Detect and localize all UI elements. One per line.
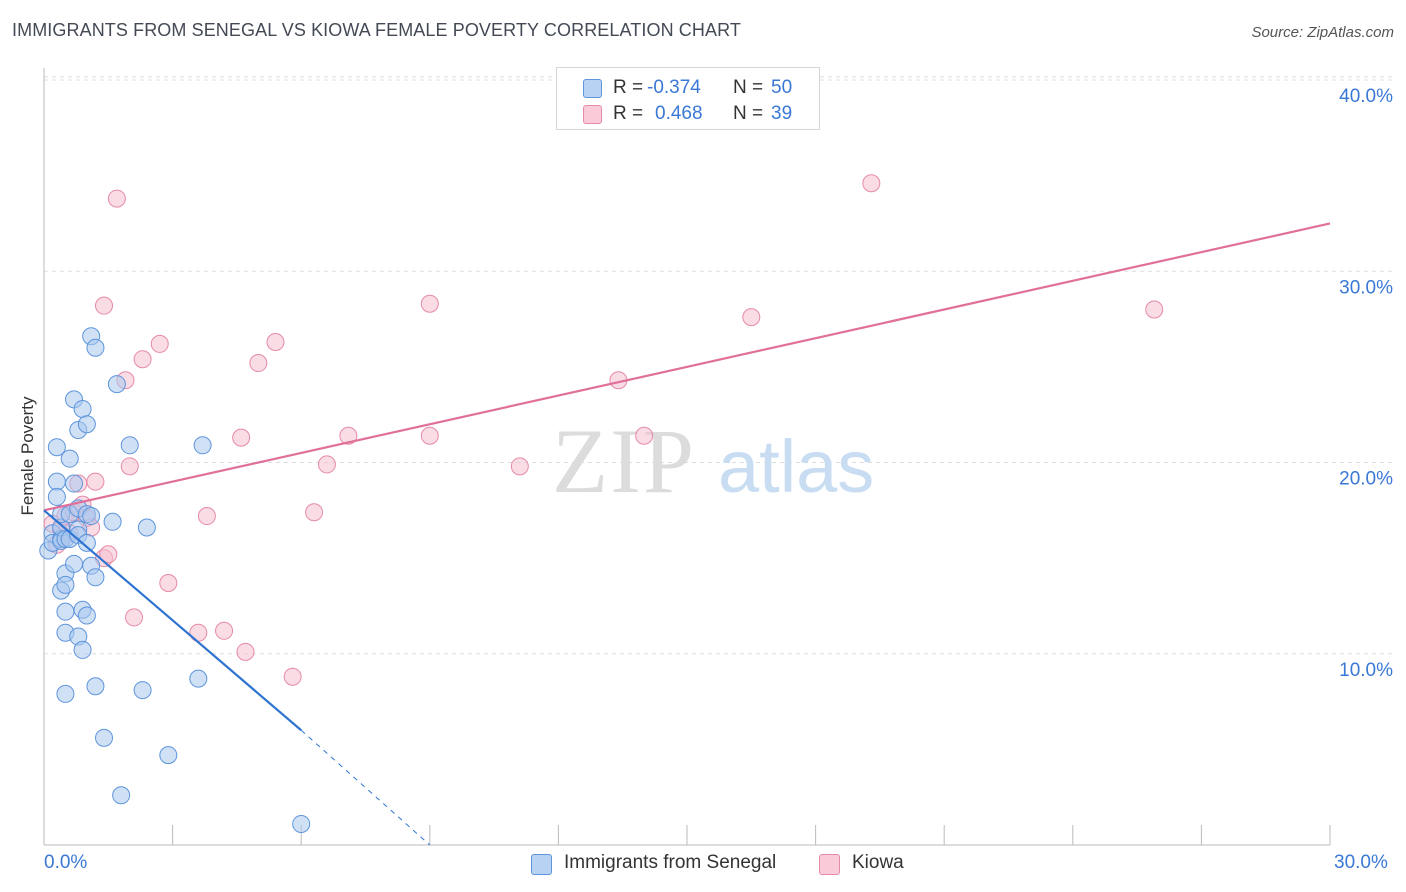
y-tick-label: 30.0% xyxy=(1339,277,1393,298)
senegal-point xyxy=(77,415,96,434)
x-tick-label-min: 0.0% xyxy=(44,852,88,873)
kiowa-point xyxy=(635,426,654,445)
legend-r-value: -0.374 xyxy=(647,77,701,98)
kiowa-point xyxy=(510,457,529,476)
x-ticks xyxy=(43,825,1331,845)
senegal-legend-label: Immigrants from Senegal xyxy=(564,852,777,873)
kiowa-point xyxy=(236,642,255,661)
senegal-point xyxy=(120,436,139,455)
legend-n-value: 50 xyxy=(771,77,793,98)
kiowa-point xyxy=(1145,300,1164,319)
senegal-point xyxy=(47,472,66,491)
senegal-point xyxy=(65,474,84,493)
kiowa-point xyxy=(420,426,439,445)
senegal-point xyxy=(133,681,152,700)
kiowa-point xyxy=(150,334,169,353)
senegal-point xyxy=(77,606,96,625)
senegal-point xyxy=(86,677,105,696)
senegal-point xyxy=(112,786,131,805)
kiowa-point xyxy=(86,472,105,491)
senegal-point xyxy=(86,338,105,357)
senegal-legend-swatch xyxy=(531,854,552,875)
watermark: ZIP atlas xyxy=(552,410,874,512)
kiowa-point xyxy=(420,294,439,313)
kiowa-point xyxy=(120,457,139,476)
legend-r-label: R = xyxy=(613,77,644,98)
senegal-point xyxy=(65,554,84,573)
kiowa-point xyxy=(133,350,152,369)
source-credit: Source: ZipAtlas.com xyxy=(1251,24,1394,41)
kiowa-point xyxy=(95,296,114,315)
kiowa-point xyxy=(232,428,251,447)
senegal-trend-extension xyxy=(300,729,431,846)
senegal-point xyxy=(60,449,79,468)
kiowa-trend-line xyxy=(43,222,1331,512)
senegal-point xyxy=(137,518,156,537)
watermark-zip: ZIP xyxy=(552,410,696,512)
legend-r-label: R = xyxy=(613,103,644,124)
y-tick-label: 20.0% xyxy=(1339,469,1393,490)
senegal-point xyxy=(47,438,66,457)
legend-n-label: N = xyxy=(733,77,764,98)
x-tick-label-max: 30.0% xyxy=(1334,852,1388,873)
senegal-point xyxy=(73,399,92,418)
senegal-point xyxy=(77,533,96,552)
legend-r-value: 0.468 xyxy=(655,103,703,124)
senegal-point xyxy=(189,669,208,688)
trend-lines xyxy=(43,222,1331,846)
kiowa-point xyxy=(107,189,126,208)
senegal-swatch xyxy=(583,79,602,98)
kiowa-point xyxy=(266,333,285,352)
legend-n-label: N = xyxy=(733,103,764,124)
kiowa-point xyxy=(125,608,144,627)
kiowa-point xyxy=(189,623,208,642)
y-tick-label: 10.0% xyxy=(1339,660,1393,681)
kiowa-legend-label: Kiowa xyxy=(852,852,904,873)
senegal-point xyxy=(56,602,75,621)
senegal-point xyxy=(159,746,178,765)
y-tick-label: 40.0% xyxy=(1339,86,1393,107)
senegal-point xyxy=(95,728,114,747)
senegal-point xyxy=(193,436,212,455)
kiowa-point xyxy=(99,545,118,564)
kiowa-legend-swatch xyxy=(819,854,840,875)
kiowa-point xyxy=(317,455,336,474)
kiowa-point xyxy=(283,667,302,686)
kiowa-swatch xyxy=(583,105,602,124)
correlation-legend: R = -0.374 N = 50 R = 0.468 N = 39 xyxy=(556,67,820,130)
kiowa-point xyxy=(742,308,761,327)
legend-n-value: 39 xyxy=(771,103,793,124)
senegal-trend-line xyxy=(43,509,302,732)
watermark-atlas: atlas xyxy=(718,425,874,508)
senegal-point xyxy=(82,507,101,526)
y-tick-labels: 10.0% 20.0% 30.0% 40.0% xyxy=(1339,86,1393,681)
senegal-points xyxy=(39,327,311,833)
kiowa-point xyxy=(215,621,234,640)
kiowa-point xyxy=(862,174,881,193)
senegal-point xyxy=(86,568,105,587)
kiowa-point xyxy=(197,507,216,526)
senegal-point xyxy=(56,575,75,594)
chart-title: IMMIGRANTS FROM SENEGAL VS KIOWA FEMALE … xyxy=(12,20,741,40)
senegal-point xyxy=(73,640,92,659)
kiowa-point xyxy=(305,503,324,522)
kiowa-point xyxy=(159,573,178,592)
senegal-point xyxy=(107,375,126,394)
kiowa-point xyxy=(339,426,358,445)
senegal-point xyxy=(292,814,311,833)
senegal-point xyxy=(103,512,122,531)
kiowa-point xyxy=(249,354,268,373)
senegal-point xyxy=(56,684,75,703)
gridlines xyxy=(44,76,1395,655)
senegal-point xyxy=(47,487,66,506)
